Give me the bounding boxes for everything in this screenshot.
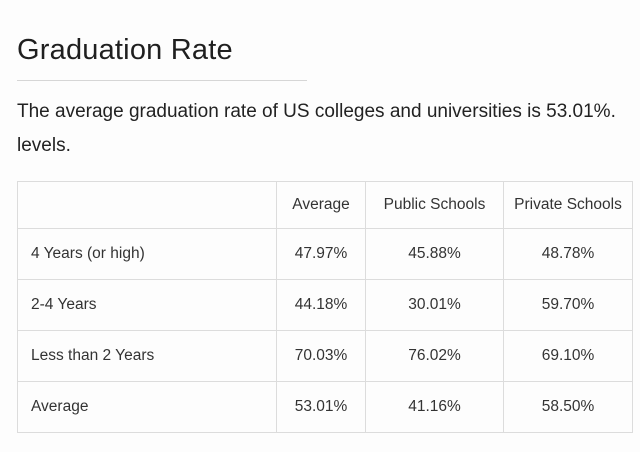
table-row: Less than 2 Years 70.03% 76.02% 69.10% <box>17 330 633 382</box>
header-cell-private-schools: Private Schools <box>503 181 633 229</box>
page-title: Graduation Rate <box>17 34 233 66</box>
header-cell-average: Average <box>276 181 366 229</box>
row-label: Average <box>17 381 277 433</box>
graduation-rate-table: Average Public Schools Private Schools 4… <box>17 181 633 433</box>
intro-line-2: levels. <box>17 135 71 156</box>
cell-public-schools: 41.16% <box>365 381 504 433</box>
row-label: 2-4 Years <box>17 279 277 331</box>
cell-private-schools: 58.50% <box>503 381 633 433</box>
table-row: 2-4 Years 44.18% 30.01% 59.70% <box>17 279 633 331</box>
cell-private-schools: 69.10% <box>503 330 633 382</box>
header-cell-public-schools: Public Schools <box>365 181 504 229</box>
title-divider <box>17 80 307 81</box>
row-label: Less than 2 Years <box>17 330 277 382</box>
row-label: 4 Years (or high) <box>17 228 277 280</box>
table-header-row: Average Public Schools Private Schools <box>17 181 633 229</box>
intro-line-1: The average graduation rate of US colleg… <box>17 101 616 122</box>
cell-private-schools: 48.78% <box>503 228 633 280</box>
cell-public-schools: 45.88% <box>365 228 504 280</box>
cell-private-schools: 59.70% <box>503 279 633 331</box>
table-row: Average 53.01% 41.16% 58.50% <box>17 381 633 433</box>
cell-public-schools: 76.02% <box>365 330 504 382</box>
header-cell-label <box>17 181 277 229</box>
table-row: 4 Years (or high) 47.97% 45.88% 48.78% <box>17 228 633 280</box>
cell-average: 53.01% <box>276 381 366 433</box>
cell-average: 44.18% <box>276 279 366 331</box>
cell-average: 47.97% <box>276 228 366 280</box>
cell-public-schools: 30.01% <box>365 279 504 331</box>
intro-paragraph: The average graduation rate of US colleg… <box>17 95 640 163</box>
cell-average: 70.03% <box>276 330 366 382</box>
